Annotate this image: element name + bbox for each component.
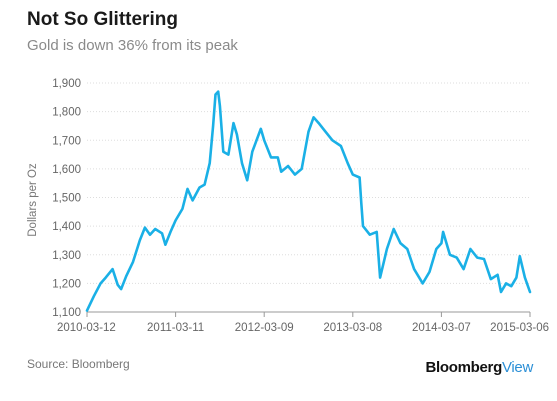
y-tick-label: 1,300 bbox=[52, 250, 81, 262]
source-note: Source: Bloomberg bbox=[27, 357, 130, 371]
y-axis-label: Dollars per Oz bbox=[27, 163, 39, 237]
brand-logo-main: Bloomberg bbox=[425, 359, 502, 376]
x-tick-label: 2014-03-07 bbox=[412, 322, 471, 334]
x-tick-label: 2013-03-08 bbox=[323, 322, 382, 334]
y-tick-label: 1,500 bbox=[52, 193, 81, 205]
y-tick-label: 1,900 bbox=[52, 78, 81, 90]
series-line-0 bbox=[85, 90, 532, 312]
y-tick-label: 1,600 bbox=[52, 164, 81, 176]
y-tick-label: 1,700 bbox=[52, 135, 81, 147]
x-tick-label: 2015-03-06 bbox=[490, 322, 549, 334]
brand-logo: BloombergView bbox=[425, 359, 533, 376]
y-tick-label: 1,800 bbox=[52, 107, 81, 119]
chart-title: Not So Glittering bbox=[27, 9, 178, 30]
series-layer bbox=[85, 90, 532, 312]
x-tick-label: 2010-03-12 bbox=[57, 322, 116, 334]
chart-subtitle: Gold is down 36% from its peak bbox=[27, 37, 238, 54]
x-tick-label: 2012-03-09 bbox=[235, 322, 294, 334]
x-tick-labels: 2010-03-12 2011-03-11 2012-03-09 2013-03-08… bbox=[57, 322, 549, 334]
y-tick-label: 1,400 bbox=[52, 221, 81, 233]
y-tick-label: 1,200 bbox=[52, 278, 81, 290]
y-tick-labels: 1,100 1,200 1,300 1,400 1,500 1,600 1,700 1,800… bbox=[52, 78, 81, 319]
y-tick-label: 1,100 bbox=[52, 307, 81, 319]
x-tick-label: 2011-03-11 bbox=[147, 322, 204, 334]
brand-logo-accent: View bbox=[501, 359, 533, 376]
grid-layer bbox=[86, 82, 531, 317]
